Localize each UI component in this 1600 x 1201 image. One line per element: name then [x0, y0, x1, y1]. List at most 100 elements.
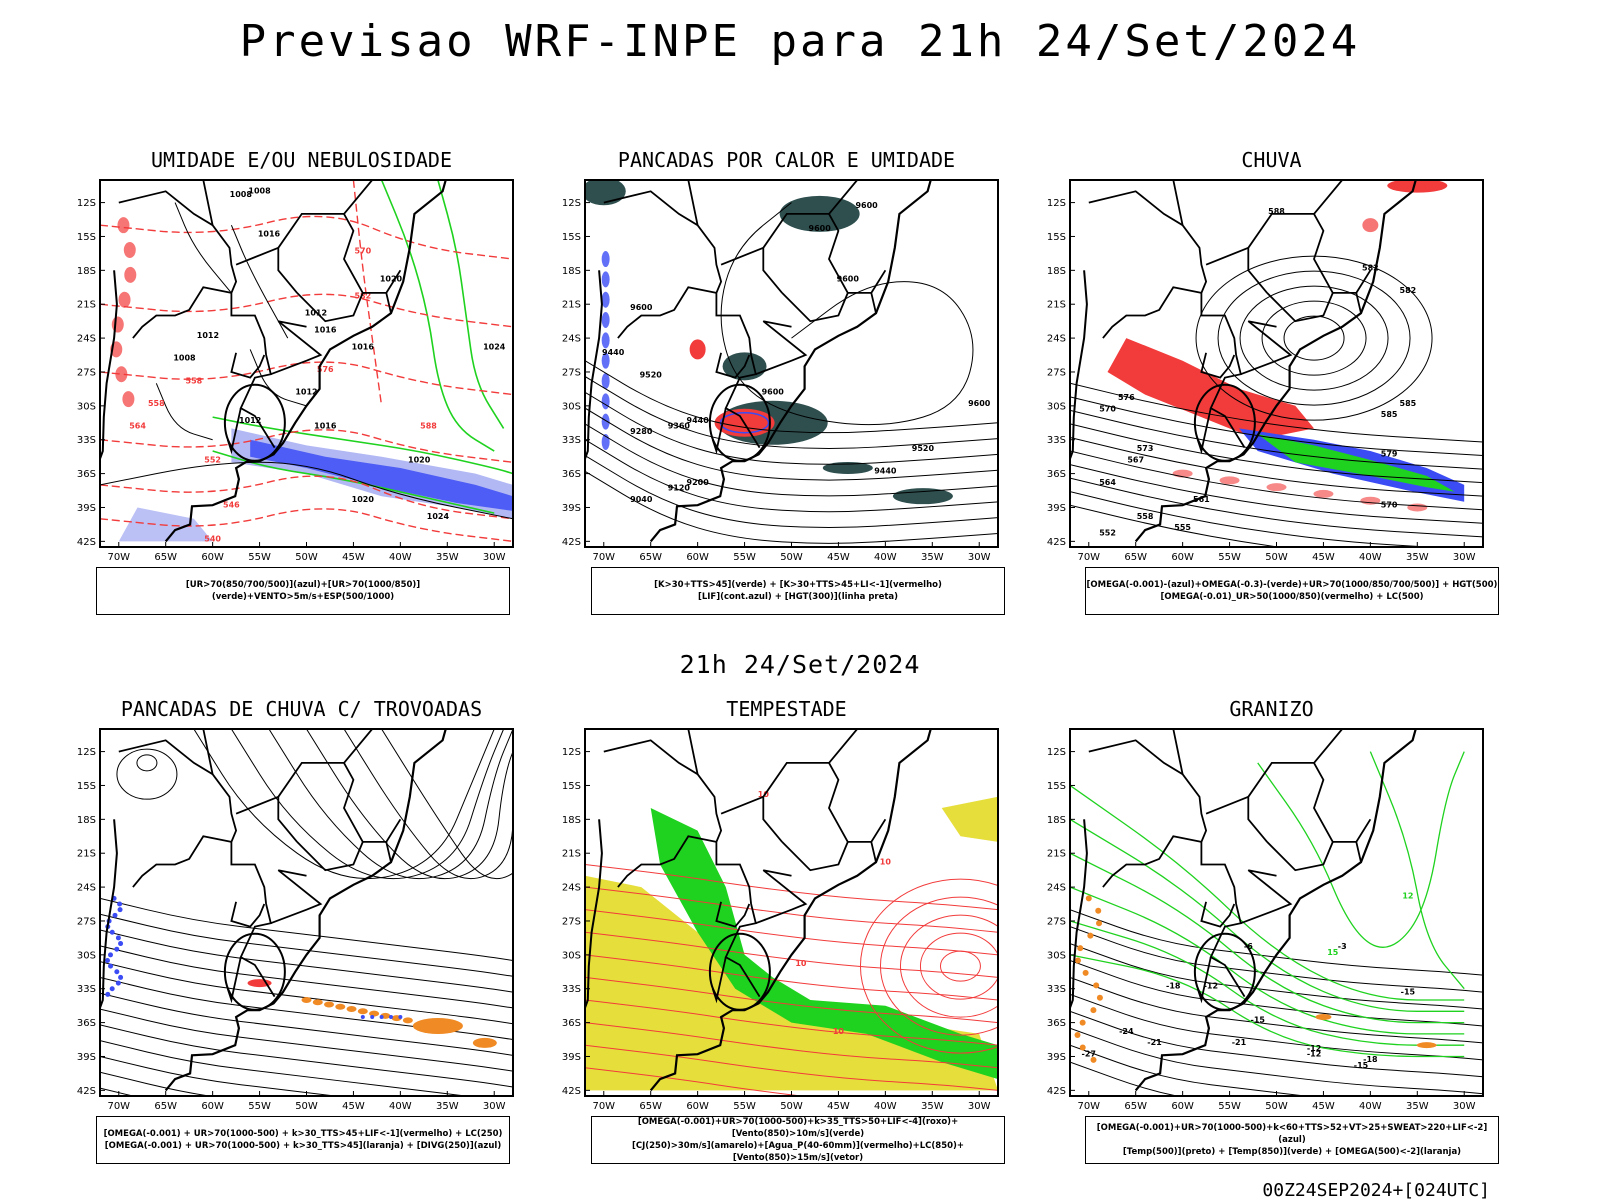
rain-red-spot	[1387, 180, 1448, 193]
lon-label: 55W	[248, 552, 271, 563]
state-border	[202, 729, 214, 775]
humidity-shade-south	[118, 507, 213, 542]
thunder-orange	[335, 1003, 346, 1010]
lat-label: 12S	[1047, 198, 1066, 209]
humidity-contour-green	[212, 416, 513, 475]
lon-label: 35W	[436, 552, 459, 563]
lon-label: 40W	[1359, 552, 1382, 563]
lon-label: 30W	[968, 1101, 991, 1112]
lat-label: 42S	[77, 537, 96, 548]
contour-label: 1008	[173, 354, 196, 363]
caption-line-2: [OMEGA(-0.01)_UR>50(1000/850)(vermelho) …	[1160, 592, 1424, 602]
lat-label: 21S	[1047, 849, 1066, 860]
streamline	[306, 729, 513, 880]
state-border	[132, 835, 232, 888]
jet-yellow	[941, 796, 998, 842]
isobar	[100, 461, 513, 520]
lat-label: 27S	[1047, 367, 1066, 378]
lat-label: 27S	[562, 367, 581, 378]
height-contour	[585, 391, 998, 465]
omega-orange	[1079, 1044, 1086, 1051]
lat-label: 30S	[1047, 950, 1066, 961]
state-border	[617, 835, 717, 888]
temp-500-contour	[1070, 943, 1483, 1010]
contour-label: -12	[1307, 1049, 1321, 1058]
lat-label: 30S	[562, 401, 581, 412]
lat-label: 42S	[1047, 1086, 1066, 1097]
divergence-dot	[118, 974, 124, 980]
streamline-850	[859, 878, 998, 1054]
omega-orange	[1079, 1019, 1086, 1026]
lon-label: 30W	[1453, 1101, 1476, 1112]
thunder-orange	[346, 1006, 357, 1013]
temp-850-contour	[1070, 852, 1465, 1024]
caption-umidade: [UR>70(850/700/500)](azul)+[UR>70(1000/8…	[96, 567, 510, 615]
divergence-dot	[109, 986, 115, 992]
thunder-orange	[412, 1017, 463, 1034]
state-border	[277, 762, 344, 843]
lat-label: 24S	[1047, 883, 1066, 894]
lat-label: 36S	[77, 469, 96, 480]
region-outline	[1193, 383, 1256, 462]
streamline-850	[585, 931, 998, 978]
lon-label: 40W	[874, 552, 897, 563]
map-plot-area: -3-6-12-12-15-15-18-21-24-27 -12-15-18-21…	[1070, 729, 1483, 1096]
andes-humidity	[117, 217, 130, 234]
state-border	[118, 190, 267, 356]
geopotential-contour	[1070, 477, 1483, 538]
contour-label: 570	[1099, 404, 1116, 413]
streamline	[100, 1008, 513, 1072]
contour-label: 9280	[630, 427, 653, 436]
state-border	[617, 286, 717, 339]
panel-title-pancadas-calor: PANCADAS POR CALOR E UMIDADE	[617, 148, 956, 172]
omega-orange	[1090, 1007, 1097, 1014]
temp-850-contour	[1070, 920, 1465, 1046]
map-frame	[99, 728, 514, 1097]
lon-label: 60W	[201, 552, 224, 563]
andes-humidity	[115, 366, 128, 383]
lat-label: 36S	[562, 469, 581, 480]
streamline-850	[939, 950, 981, 982]
contour-label: 1016	[314, 325, 337, 334]
omega-orange	[1082, 969, 1089, 976]
rain-red-spot	[1407, 503, 1428, 512]
contour-label: 10	[880, 858, 892, 867]
contour-label: 9600	[855, 201, 878, 210]
lat-label: 39S	[562, 503, 581, 514]
contour-label: 588	[420, 421, 437, 430]
temp-850-contour	[1257, 751, 1465, 948]
thunder-orange	[369, 1010, 380, 1017]
lon-label: 60W	[686, 1101, 709, 1112]
geopotential-contour	[1239, 285, 1389, 391]
streamline-850	[585, 1022, 998, 1069]
lat-label: 30S	[1047, 401, 1066, 412]
state-border	[781, 762, 849, 872]
divergence-dot	[108, 963, 114, 969]
state-border	[603, 739, 752, 905]
height-contour	[585, 470, 998, 544]
thunder-orange	[324, 1001, 335, 1008]
main-title: Previsao WRF-INPE para 21h 24/Set/2024	[239, 16, 1361, 67]
contour-label: 9440	[602, 348, 625, 357]
state-border	[828, 729, 867, 764]
caption-trovoadas: [OMEGA(-0.001) + UR>70(1000-500) + k>30_…	[96, 1116, 510, 1164]
omega-orange	[1095, 907, 1102, 914]
contour-label: 564	[129, 421, 146, 430]
streamline	[100, 913, 513, 977]
lon-label: 70W	[1077, 552, 1100, 563]
geopotential-contour	[1070, 450, 1483, 511]
omega-orange	[1074, 1032, 1081, 1039]
lon-label: 30W	[1453, 552, 1476, 563]
contour-label: 573	[1137, 444, 1154, 453]
lat-label: 15S	[77, 781, 96, 792]
lat-label: 33S	[1047, 984, 1066, 995]
rain-red-spot	[1313, 489, 1334, 498]
contour-label: 9600	[968, 399, 991, 408]
lon-label: 45W	[1312, 552, 1335, 563]
lat-label: 36S	[1047, 469, 1066, 480]
omega-orange	[1077, 945, 1084, 952]
lifted-index-blue	[601, 413, 610, 430]
west-coastline	[1070, 819, 1088, 1011]
temp-850-contour	[1369, 751, 1465, 990]
temp-500-contour	[1070, 1061, 1180, 1096]
